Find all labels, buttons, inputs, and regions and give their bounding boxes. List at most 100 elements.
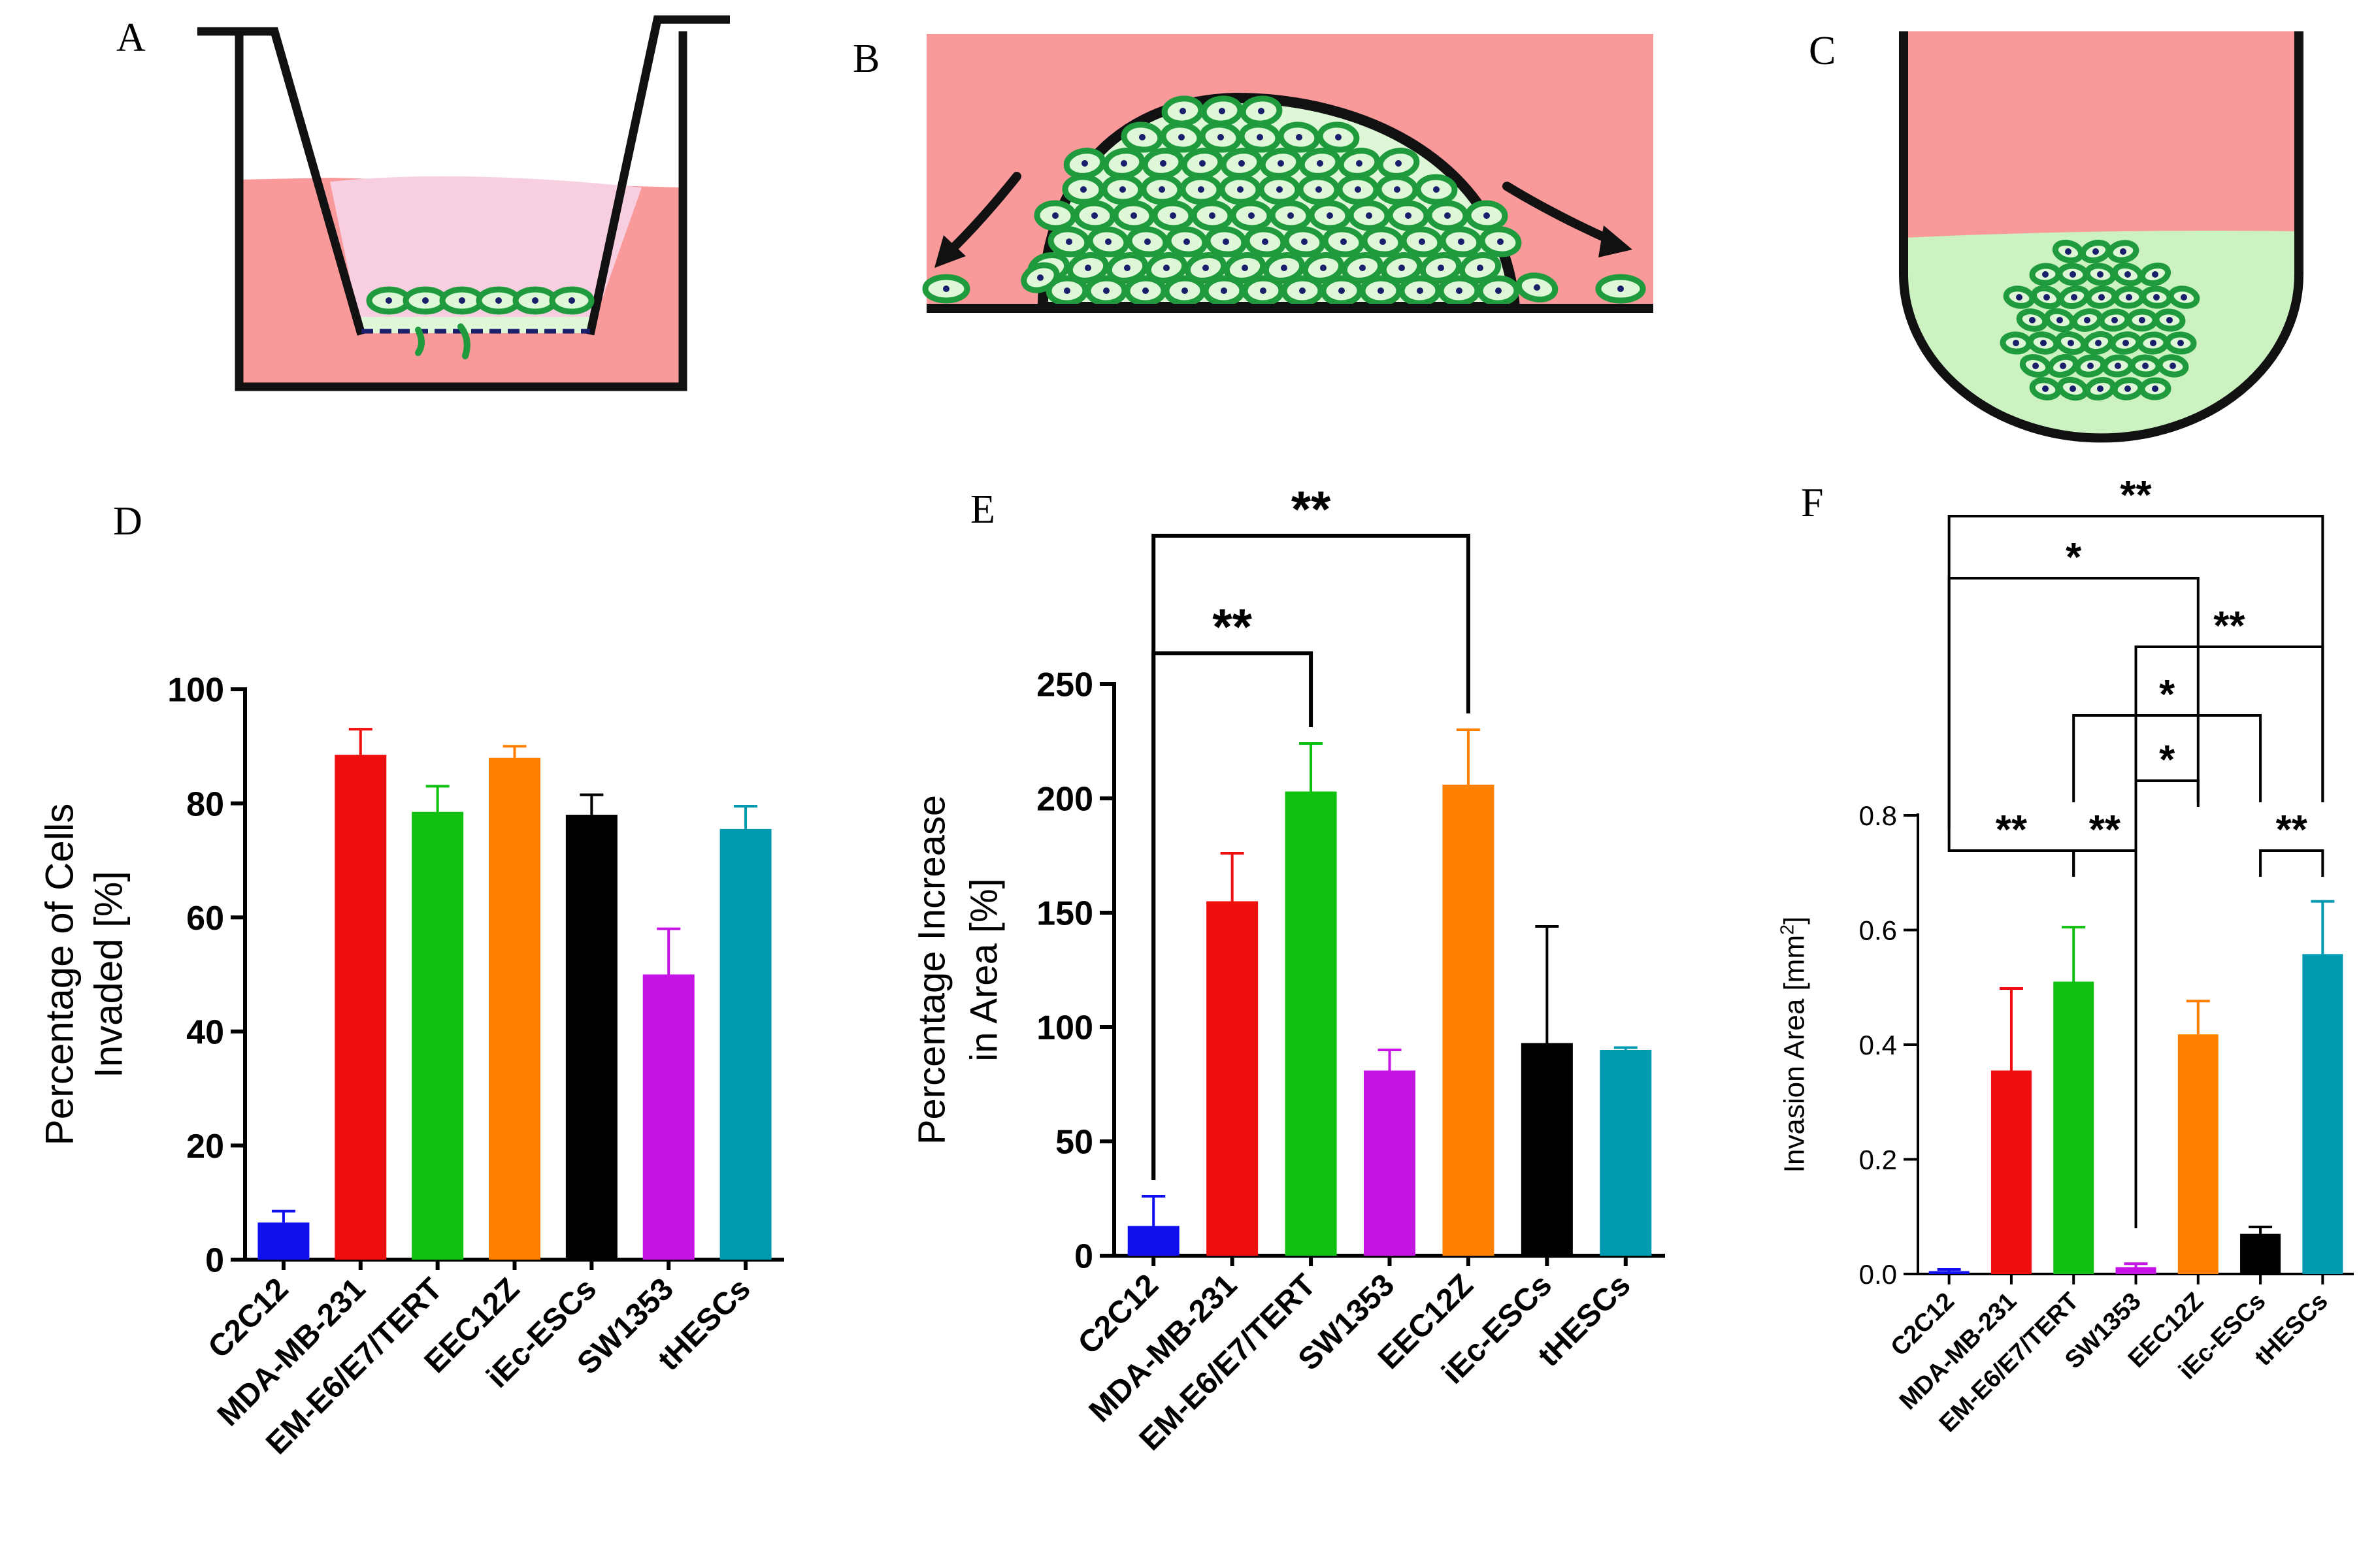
cell-nucleus	[1356, 160, 1362, 167]
y-axis-title-suffix: ]	[1778, 917, 1810, 924]
panel-label-c: C	[1809, 29, 1836, 73]
cell-nucleus	[1438, 265, 1444, 271]
cell-nucleus	[1085, 265, 1091, 271]
y-tick-label: 0.4	[1859, 1030, 1897, 1060]
cell-nucleus	[1081, 160, 1088, 167]
cell-nucleus	[2181, 294, 2187, 301]
y-axis-title-line: Percentage of Cells	[38, 804, 82, 1146]
cell-nucleus	[1340, 238, 1347, 245]
y-tick-label: 100	[167, 672, 224, 710]
cell-nucleus	[1248, 212, 1255, 219]
significance-stars: **	[2089, 808, 2121, 853]
cell-nucleus	[1366, 212, 1372, 219]
y-tick-label: 100	[1036, 1009, 1093, 1047]
cell-nucleus	[1160, 160, 1166, 167]
cell-nucleus	[2032, 363, 2039, 369]
y-axis-title-text: Percentage of Cells Invaded [%]	[38, 804, 131, 1146]
cell-nucleus	[2097, 385, 2104, 392]
transwell-invasion-schematic	[197, 15, 730, 391]
significance-stars: *	[2066, 535, 2082, 580]
cell-nucleus	[1170, 212, 1176, 219]
chart-invasion-area: 0.00.20.40.60.8C2C12MDA-MB-231EM-E6/E7/T…	[1777, 473, 2354, 1437]
cell-nucleus	[1080, 186, 1087, 193]
cell-nucleus	[2153, 294, 2160, 301]
y-axis-title: Percentage Increase in Area [%]	[910, 795, 1005, 1145]
significance-bracket: **	[1151, 480, 1470, 1180]
cell-nucleus	[1064, 287, 1070, 294]
y-tick-label: 200	[1036, 781, 1093, 819]
cell-nucleus	[2124, 385, 2131, 392]
migration-arrow-right	[1502, 182, 1619, 246]
y-tick-label: 0.8	[1859, 800, 1897, 831]
cell-nucleus	[2152, 385, 2158, 392]
significance-stars: *	[2159, 738, 2175, 783]
significance-bracket: **	[2259, 808, 2324, 877]
cell-nucleus	[1317, 160, 1323, 167]
cell-nucleus	[1257, 134, 1263, 140]
cell-nucleus	[1260, 287, 1266, 294]
cell-nucleus	[1433, 186, 1440, 193]
cell-nucleus	[1338, 287, 1345, 294]
cell-nucleus	[1419, 238, 1425, 245]
cell-nucleus	[1217, 134, 1224, 140]
cell-nucleus	[1103, 287, 1110, 294]
y-axis-title-line: Percentage Increase	[910, 795, 953, 1145]
bar	[2053, 981, 2094, 1274]
significance-stars: **	[2120, 473, 2152, 518]
bar	[642, 974, 695, 1260]
cell-nucleus	[2060, 363, 2066, 369]
cell-nucleus	[1163, 265, 1170, 271]
cell-nucleus	[1238, 160, 1245, 167]
cell-nucleus	[1278, 160, 1284, 167]
cell-nucleus	[1335, 134, 1342, 140]
chart-percentage-area-increase: 050100150200250C2C12MDA-MB-231EM-E6/E7/T…	[910, 480, 1665, 1458]
matrix-embedded-spheroid-schematic	[1899, 31, 2303, 443]
significance-bracket: *	[2134, 738, 2200, 1228]
panel-label-f: F	[1801, 481, 1823, 525]
y-tick-label: 60	[186, 900, 224, 938]
bar	[2240, 1233, 2281, 1274]
cell-nucleus	[2068, 340, 2074, 346]
cell-nucleus	[1223, 238, 1229, 245]
cell-nucleus	[2097, 271, 2104, 278]
cell-nucleus	[2029, 317, 2036, 323]
cell-nucleus	[1299, 287, 1306, 294]
cell-nucleus	[2016, 294, 2022, 301]
y-axis-title: Percentage of Cells Invaded [%]	[38, 804, 131, 1146]
cell-nucleus	[1281, 265, 1287, 271]
panel-label-e: E	[970, 487, 995, 532]
cell-nucleus	[1139, 134, 1146, 140]
y-axis-title-prefix: Invasion Area [mm	[1778, 935, 1810, 1173]
cell-nucleus	[2071, 294, 2077, 301]
bar	[565, 815, 618, 1260]
cell-nucleus	[532, 297, 538, 304]
cell-nucleus	[1091, 212, 1098, 219]
spheroid-cells	[922, 95, 1646, 306]
bar	[489, 757, 540, 1260]
cell-nucleus	[1180, 108, 1186, 114]
invading-cell-layer	[366, 286, 595, 359]
cell-nucleus	[1183, 238, 1190, 245]
cell-nucleus	[1456, 287, 1462, 294]
y-tick-label: 0	[205, 1242, 224, 1280]
cell-nucleus	[2170, 363, 2176, 369]
cell-nucleus	[1315, 186, 1322, 193]
bar	[335, 755, 387, 1260]
cell-nucleus	[2115, 363, 2121, 369]
significance-stars: **	[2276, 808, 2308, 853]
cell-protrusion	[457, 323, 470, 359]
cell-nucleus	[2092, 248, 2099, 255]
cell-nucleus	[1124, 265, 1130, 271]
chart-percentage-cells-invaded: 020406080100C2C12MDA-MB-231EM-E6/E7/TERT…	[38, 672, 784, 1462]
y-axis-title-line: Invaded [%]	[87, 871, 131, 1078]
cell-nucleus	[1359, 265, 1366, 271]
cell-nucleus	[1296, 134, 1302, 140]
cell-nucleus	[1497, 238, 1504, 245]
y-axis-title-text: Invasion Area [mm2]	[1777, 917, 1810, 1173]
cell-nucleus	[1301, 238, 1308, 245]
significance-bracket-line	[1947, 577, 2200, 828]
cell-nucleus	[1458, 238, 1464, 245]
cell-nucleus	[1105, 238, 1112, 245]
cell-nucleus	[2111, 317, 2118, 323]
